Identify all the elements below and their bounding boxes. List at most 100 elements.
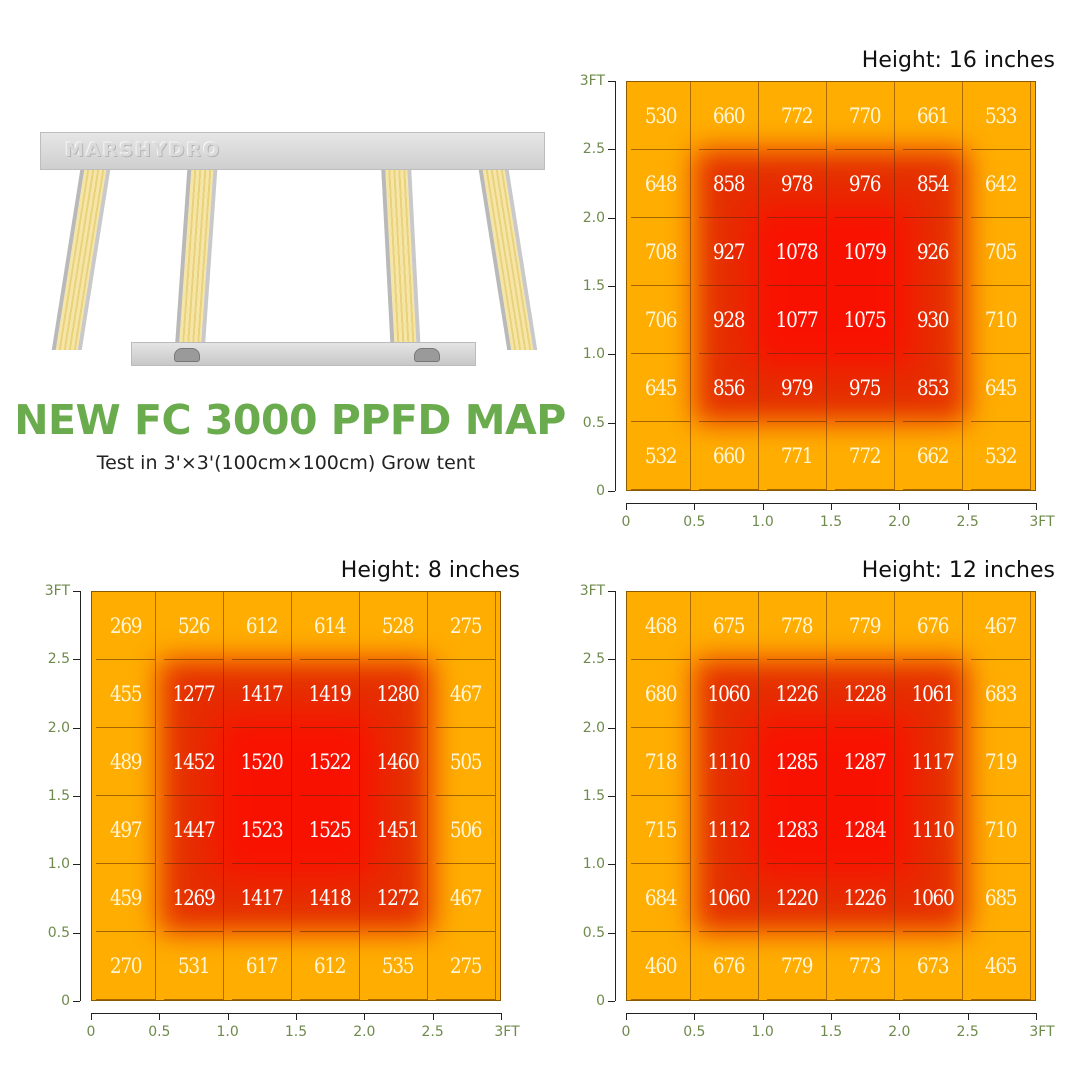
heatmap-cell: 1079: [835, 218, 895, 286]
y-tick: [608, 491, 615, 492]
heatmap-cell: 531: [164, 932, 224, 1000]
heatmap-cell: 719: [971, 728, 1031, 796]
heatmap-cell: 532: [971, 422, 1031, 490]
y-tick: [73, 796, 80, 797]
led-bar-3: [381, 170, 421, 350]
y-tick: [608, 591, 615, 592]
y-tick-label: 1.5: [47, 788, 70, 804]
heatmap-cell: 467: [436, 864, 496, 932]
x-tick: [626, 1013, 627, 1020]
heatmap-cell: 856: [699, 354, 759, 422]
y-tick: [73, 659, 80, 661]
y-tick: [608, 81, 615, 82]
heatmap-cell: 1110: [903, 796, 963, 864]
y-tick: [608, 286, 615, 287]
y-tick: [73, 932, 80, 934]
y-tick: [73, 864, 80, 866]
x-tick: [694, 503, 696, 510]
y-tick: [608, 217, 615, 219]
heatmap-cell: 675: [699, 592, 759, 660]
y-tick: [608, 149, 615, 151]
y-tick: [608, 422, 615, 424]
heatmap-cell: 617: [232, 932, 292, 1000]
heatmap-cell: 1284: [835, 796, 895, 864]
vent-icon: [174, 348, 200, 362]
x-tick-label: 3FT: [494, 1024, 520, 1040]
x-tick: [1036, 503, 1037, 510]
heatmap-cell: 1078: [767, 218, 827, 286]
x-tick: [831, 503, 832, 510]
heatmap-cell: 270: [96, 932, 156, 1000]
y-tick-label: 2.0: [47, 719, 70, 736]
heatmap-cell: 773: [835, 932, 895, 1000]
y-tick-label: 0.5: [582, 924, 605, 941]
y-tick: [608, 864, 615, 866]
x-tick-label: 1.5: [284, 1024, 308, 1040]
x-tick: [91, 1013, 92, 1020]
y-tick-label: 1.0: [582, 346, 605, 363]
x-tick-label: 2.0: [888, 1024, 911, 1040]
x-tick-label: 0: [621, 1024, 631, 1040]
y-tick-label: 1.5: [582, 278, 605, 294]
grow-light-image: MARSHYDRO: [38, 130, 558, 370]
heatmap-cell: 710: [971, 286, 1031, 354]
y-tick-label: 2.5: [47, 651, 70, 668]
heatmap-cell: 1226: [767, 660, 827, 728]
heatmap-cell: 1418: [300, 864, 360, 932]
heatmap-cell: 673: [903, 932, 963, 1000]
heatmap-cell: 660: [699, 82, 759, 150]
y-tick-label: 1.0: [582, 856, 605, 873]
y-tick: [608, 1001, 615, 1002]
heatmap-cell: 715: [631, 796, 691, 864]
heatmap-cell: 1277: [164, 660, 224, 728]
heatmap-cell: 467: [971, 592, 1031, 660]
x-tick-label: 1.5: [819, 514, 843, 530]
x-tick-label: 1.0: [216, 1024, 239, 1040]
heatmap-cell: 1226: [835, 864, 895, 932]
x-tick-label: 1.5: [819, 1024, 843, 1040]
heatmap-cell: 778: [767, 592, 827, 660]
heatmap-cell: 1283: [767, 796, 827, 864]
heatmap-cell: 467: [436, 660, 496, 728]
x-tick-label: 2.0: [888, 514, 911, 530]
y-tick-label: 1.5: [582, 788, 605, 804]
y-tick: [73, 591, 80, 592]
heatmap-cell: 530: [631, 82, 691, 150]
heatmap-cell: 1228: [835, 660, 895, 728]
heatmap-cell: 528: [368, 592, 428, 660]
heatmap-cell: 612: [300, 932, 360, 1000]
heatmap-cell: 926: [903, 218, 963, 286]
heatmap-cell: 533: [971, 82, 1031, 150]
heatmap-cell: 535: [368, 932, 428, 1000]
heatmap-grid: 530 660 772 770 661 533 648 858 978 976 854 642 708 9…: [626, 81, 1036, 491]
y-tick-label: 2.5: [582, 651, 605, 668]
x-tick-label: 0.5: [683, 514, 706, 530]
heatmap-cell: 489: [96, 728, 156, 796]
heatmap-cell: 1522: [300, 728, 360, 796]
heatmap-cell: 1077: [767, 286, 827, 354]
heatmap-cell: 1520: [232, 728, 292, 796]
brand-logo: MARSHYDRO: [65, 139, 222, 161]
y-tick-label: 3FT: [579, 583, 605, 599]
heatmap-cell: 645: [971, 354, 1031, 422]
map-title: Height: 12 inches: [861, 558, 1055, 583]
x-tick: [967, 503, 969, 510]
heatmap-cell: 1280: [368, 660, 428, 728]
y-tick: [608, 932, 615, 934]
y-tick-label: 2.0: [582, 719, 605, 736]
map-title: Height: 16 inches: [861, 48, 1055, 73]
x-tick-label: 0.5: [683, 1024, 706, 1040]
heatmap-cell: 526: [164, 592, 224, 660]
heatmap-grid: 269 526 612 614 528 275 455 1277 1417 1419 1280 467…: [91, 591, 501, 1001]
heatmap-cell: 1060: [699, 660, 759, 728]
heatmap-cell: 506: [436, 796, 496, 864]
vent-icon: [414, 348, 440, 362]
ppfd-map-8-inches: Height: 8 inches 269 526 612 614 528 275 455 127…: [40, 558, 520, 1058]
x-tick-label: 1.0: [751, 514, 774, 530]
heatmap-cell: 685: [971, 864, 1031, 932]
heatmap-cell: 662: [903, 422, 963, 490]
heatmap-cell: 930: [903, 286, 963, 354]
heatmap-cell: 706: [631, 286, 691, 354]
heatmap-cell: 1452: [164, 728, 224, 796]
heatmap-cell: 1117: [903, 728, 963, 796]
